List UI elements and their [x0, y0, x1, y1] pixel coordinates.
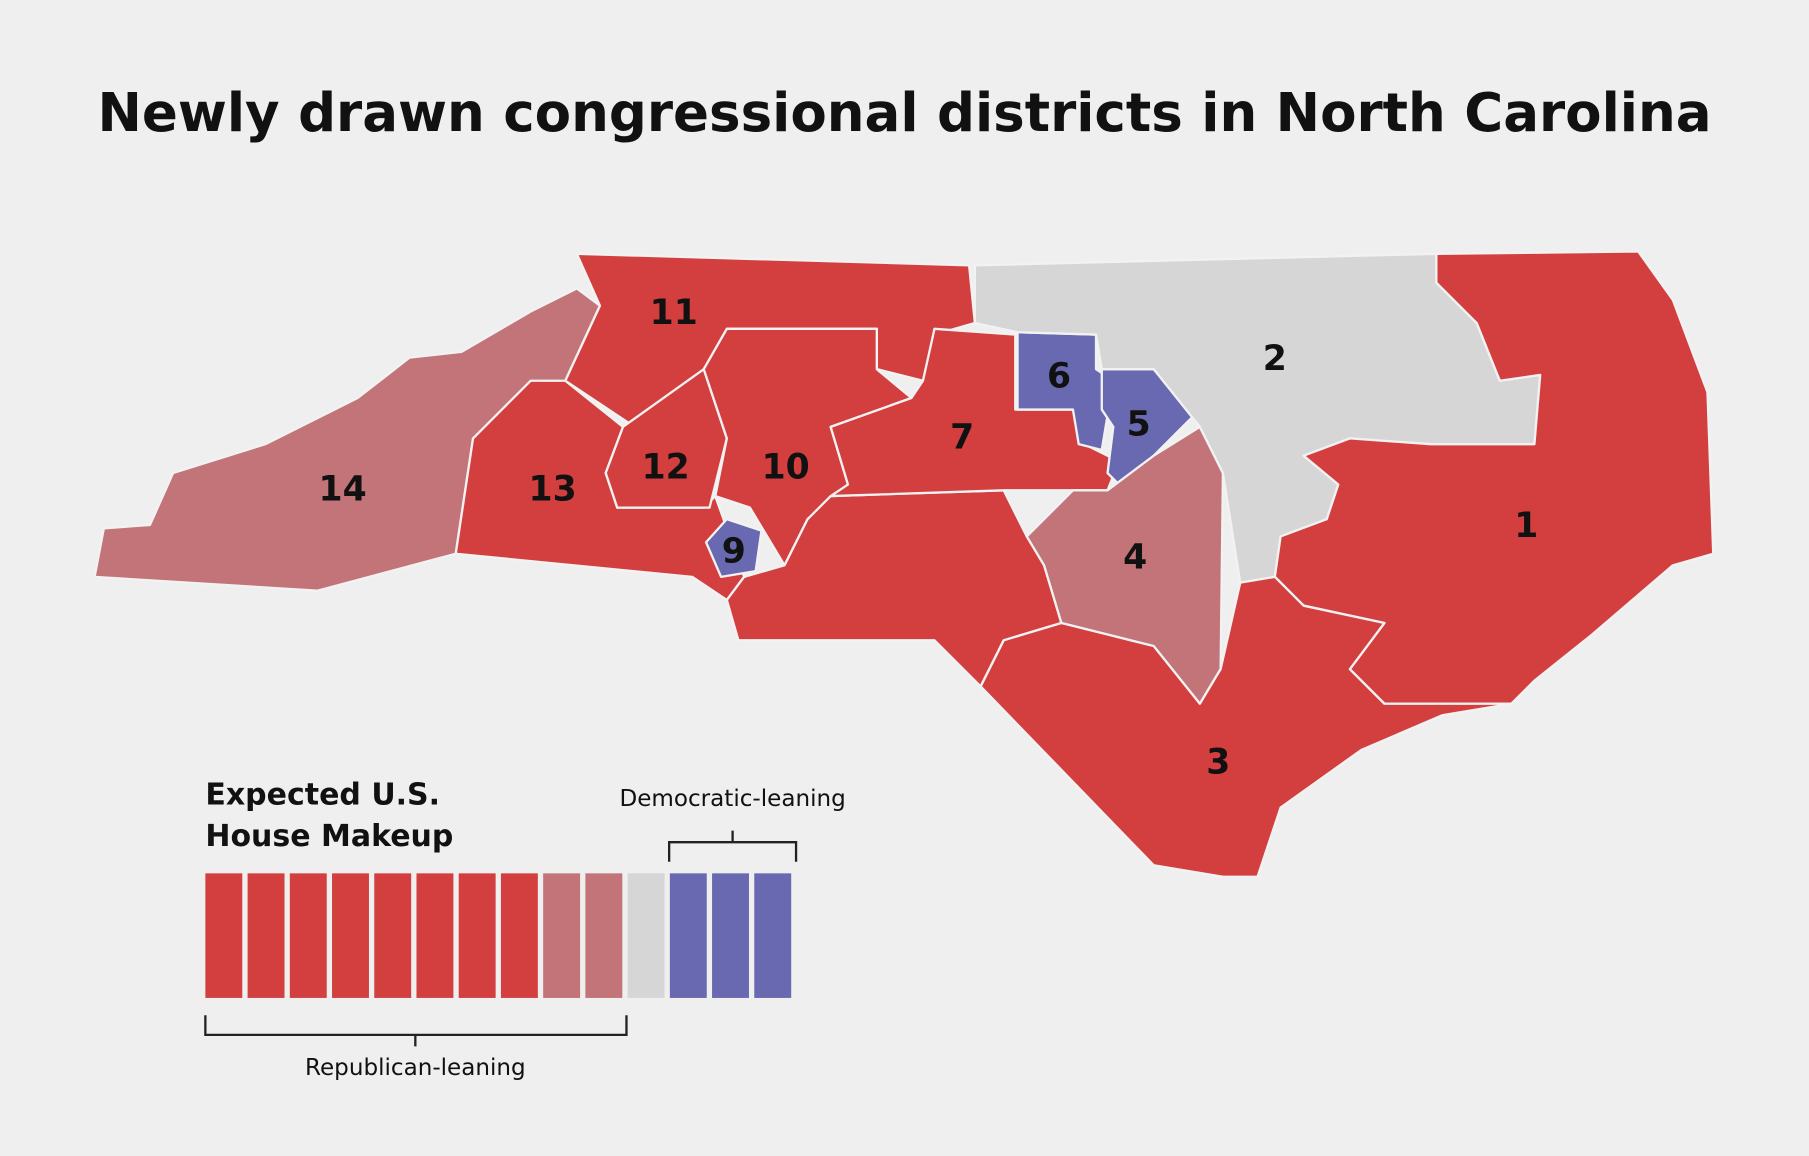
district-label: 9 — [722, 532, 746, 572]
district-label: 5 — [1127, 405, 1151, 445]
legend-cell — [374, 873, 412, 998]
legend-cell — [754, 873, 792, 998]
legend: Expected U.S. House Makeup Democratic-le… — [204, 778, 846, 1081]
legend-title: Expected U.S. — [205, 778, 440, 813]
district-label: 12 — [642, 447, 690, 487]
district-label: 10 — [762, 447, 810, 487]
legend-cell — [289, 873, 327, 998]
district-label: 6 — [1047, 356, 1071, 396]
district-label: 11 — [650, 293, 698, 333]
legend-cell — [712, 873, 749, 998]
democratic-bracket — [667, 830, 798, 862]
district-label: 3 — [1206, 743, 1230, 783]
legend-cell — [205, 873, 243, 998]
district-label: 13 — [529, 469, 577, 509]
title: Newly drawn congressional districts in N… — [97, 82, 1711, 144]
democratic-label: Democratic-leaning — [619, 786, 845, 812]
legend-title: House Makeup — [205, 819, 453, 854]
republican-label: Republican-leaning — [305, 1055, 526, 1081]
legend-cell — [500, 873, 538, 998]
district-label: 7 — [950, 417, 974, 457]
district-label: 2 — [1263, 339, 1287, 379]
district-6 — [1016, 331, 1115, 452]
district-3 — [979, 575, 1513, 878]
legend-cell — [332, 873, 369, 998]
legend-cell — [627, 873, 665, 998]
district-label: 14 — [319, 469, 367, 509]
legend-cell — [458, 873, 496, 998]
republican-bracket — [204, 1015, 628, 1047]
district-9 — [704, 518, 763, 578]
legend-cell — [585, 873, 623, 998]
legend-cell — [543, 873, 581, 998]
district-map — [93, 250, 1715, 878]
district-labels: 1 2 3 4 5 6 7 9 10 11 12 13 14 — [319, 293, 1539, 783]
district-label: 4 — [1123, 537, 1147, 577]
legend-cell — [416, 873, 454, 998]
legend-cell — [247, 873, 285, 998]
legend-cell — [669, 873, 707, 998]
district-label: 1 — [1514, 506, 1538, 546]
